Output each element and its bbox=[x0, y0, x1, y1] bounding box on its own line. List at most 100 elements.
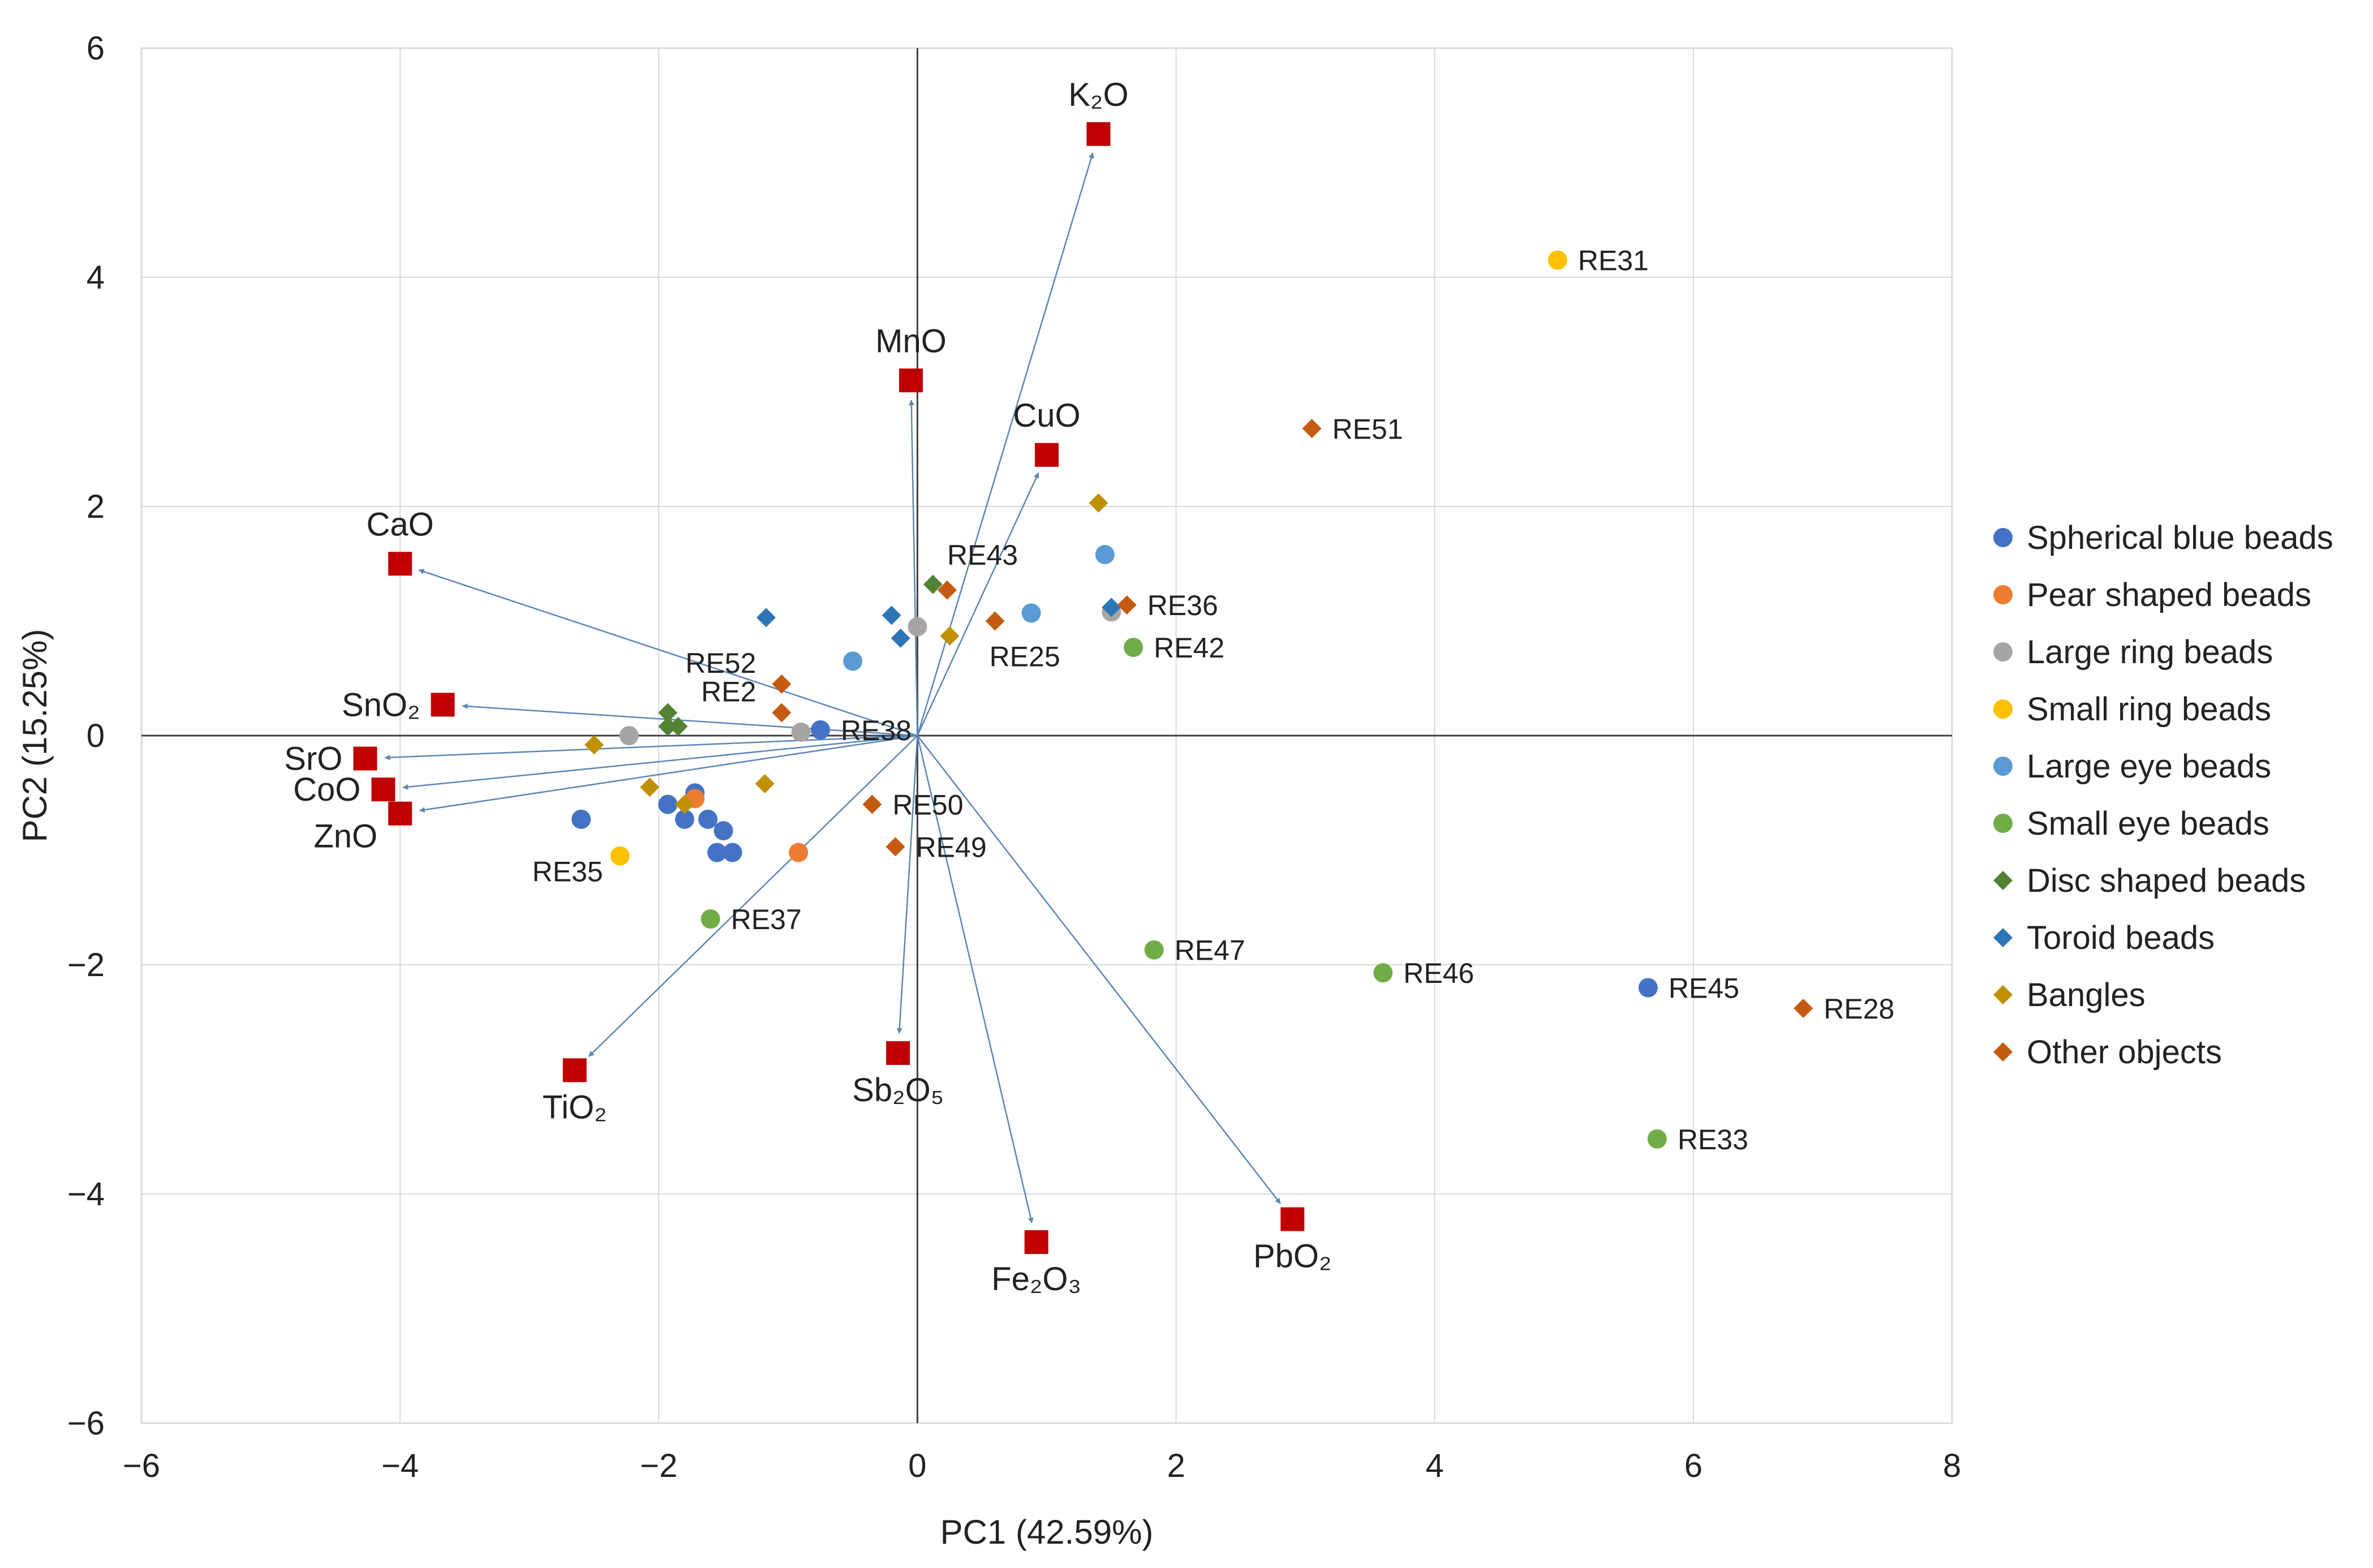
data-point bbox=[791, 722, 811, 742]
data-point bbox=[940, 626, 960, 646]
loading-marker bbox=[899, 368, 923, 393]
loading-marker bbox=[388, 801, 412, 826]
legend-marker bbox=[1993, 1042, 2013, 1062]
loading-marker bbox=[562, 1058, 587, 1082]
loading-arrow bbox=[917, 735, 1281, 1204]
data-point bbox=[675, 794, 694, 814]
data-point bbox=[610, 846, 630, 866]
loading-label: Sb₂O₅ bbox=[852, 1072, 944, 1109]
data-point bbox=[772, 703, 792, 723]
legend-marker bbox=[1993, 814, 2013, 833]
point-label: RE37 bbox=[731, 904, 802, 935]
data-point bbox=[571, 809, 591, 829]
y-tick-label: 6 bbox=[87, 30, 105, 67]
loading-label: CuO bbox=[1013, 397, 1080, 434]
data-point bbox=[985, 611, 1005, 631]
loading-label: ZnO bbox=[313, 818, 377, 855]
legend-marker bbox=[1993, 757, 2013, 776]
x-tick-label: 4 bbox=[1426, 1447, 1444, 1484]
data-point bbox=[1647, 1129, 1667, 1149]
legend-marker bbox=[1993, 642, 2013, 661]
point-label: RE45 bbox=[1669, 973, 1739, 1004]
loading-label: SnO₂ bbox=[342, 686, 420, 723]
data-point bbox=[1373, 963, 1393, 983]
point-label: RE31 bbox=[1578, 245, 1649, 277]
data-point bbox=[772, 674, 792, 694]
loading-arrow bbox=[384, 734, 918, 761]
data-point bbox=[843, 651, 863, 671]
x-tick-label: −2 bbox=[640, 1447, 677, 1484]
legend-label: Other objects bbox=[2027, 1034, 2222, 1071]
point-label: RE49 bbox=[916, 831, 987, 863]
data-point bbox=[1794, 998, 1813, 1018]
point-label: RE28 bbox=[1824, 993, 1894, 1025]
point-label: RE42 bbox=[1154, 632, 1224, 664]
point-label: RE43 bbox=[947, 539, 1018, 571]
gridlines bbox=[141, 48, 1952, 1423]
legend-marker bbox=[1993, 985, 2013, 1004]
data-point bbox=[862, 794, 882, 814]
loading-label: K₂O bbox=[1068, 76, 1128, 113]
loading-marker bbox=[1024, 1230, 1048, 1255]
data-point bbox=[1089, 493, 1108, 513]
x-axis-label: PC1 (42.59%) bbox=[940, 1513, 1154, 1551]
loading-arrow bbox=[462, 703, 918, 737]
loading-label: SrO bbox=[284, 741, 342, 777]
legend-label: Spherical blue beads bbox=[2027, 519, 2333, 556]
legend-label: Toroid beads bbox=[2027, 920, 2215, 956]
legend-marker bbox=[1993, 528, 2013, 547]
point-label: RE52 bbox=[685, 647, 756, 679]
x-axis-ticks: −6 −4 −2 0 2 4 6 8 bbox=[123, 1447, 1961, 1484]
point-label: RE35 bbox=[532, 856, 603, 888]
legend-marker bbox=[1993, 871, 2013, 890]
loading-arrow bbox=[917, 735, 1034, 1223]
loading-arrow bbox=[908, 399, 918, 736]
x-tick-label: −6 bbox=[123, 1447, 160, 1484]
sample-points: RE38 RE45 RE35 RE31 RE37 RE42 RE47 RE46 RE33 RE52… bbox=[532, 245, 1895, 1155]
data-point bbox=[1095, 545, 1115, 565]
loading-arrow bbox=[588, 735, 918, 1057]
loading-arrows bbox=[384, 152, 1281, 1223]
y-tick-label: 4 bbox=[87, 259, 105, 296]
loading-arrow bbox=[419, 734, 918, 813]
legend: Spherical blue beads Pear shaped beads Lar… bbox=[1993, 519, 2333, 1071]
loading-arrow bbox=[418, 569, 918, 737]
loading-marker bbox=[371, 777, 396, 802]
point-label: RE51 bbox=[1332, 413, 1403, 445]
data-point bbox=[1638, 978, 1658, 998]
data-point bbox=[640, 777, 660, 797]
data-point bbox=[885, 837, 905, 857]
data-point bbox=[713, 821, 733, 841]
point-label: RE2 bbox=[701, 676, 756, 708]
x-tick-label: 2 bbox=[1167, 1447, 1185, 1484]
data-point bbox=[1102, 598, 1121, 617]
data-point bbox=[700, 909, 720, 929]
legend-label: Small ring beads bbox=[2027, 691, 2271, 728]
loading-label: TiO₂ bbox=[543, 1089, 607, 1125]
data-point bbox=[755, 774, 775, 794]
x-tick-label: 8 bbox=[1943, 1447, 1961, 1484]
data-point bbox=[891, 628, 910, 648]
legend-label: Pear shaped beads bbox=[2027, 577, 2311, 613]
point-label: RE36 bbox=[1147, 590, 1218, 621]
point-label: RE38 bbox=[841, 715, 912, 746]
loading-label: Fe₂O₃ bbox=[991, 1261, 1081, 1298]
legend-label: Large eye beads bbox=[2027, 748, 2271, 785]
y-axis-label: PC2 (15.25%) bbox=[16, 629, 54, 843]
x-tick-label: −4 bbox=[381, 1447, 419, 1484]
data-point bbox=[658, 716, 678, 736]
data-point bbox=[811, 720, 830, 740]
legend-marker bbox=[1993, 699, 2013, 719]
data-point bbox=[938, 580, 957, 600]
y-tick-label: 0 bbox=[87, 718, 105, 754]
data-point bbox=[756, 608, 776, 628]
point-label: RE33 bbox=[1678, 1124, 1748, 1155]
data-point bbox=[1302, 419, 1322, 439]
loading-label: CoO bbox=[293, 771, 360, 808]
data-point bbox=[668, 716, 688, 736]
legend-marker bbox=[1993, 928, 2013, 947]
data-point bbox=[908, 617, 927, 637]
data-point bbox=[1124, 638, 1143, 658]
loading-arrow bbox=[917, 472, 1039, 736]
